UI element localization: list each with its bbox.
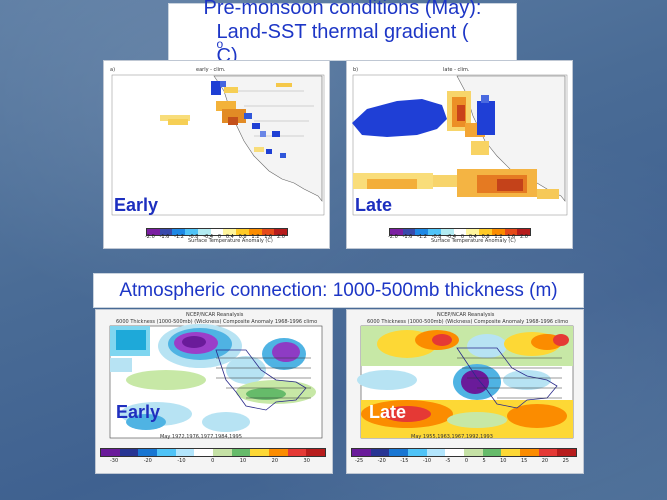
- late-label: Late: [355, 195, 393, 215]
- early-sst-map: [111, 74, 325, 216]
- header-line2: 6000 Thickness (1000-500mb) (Wickness) C…: [367, 319, 569, 325]
- late-sst-map: [352, 74, 568, 216]
- late-thickness-panel: NCEP/NCAR Reanalysis 6000 Thickness (100…: [346, 309, 584, 474]
- header-line1: NCEP/NCAR Reanalysis: [437, 312, 495, 318]
- early-thickness-label: Early: [116, 402, 161, 422]
- panel-header: late - clim.: [443, 67, 470, 73]
- early-thickness-map: [109, 324, 323, 439]
- late-thickness-colorbar: [351, 448, 577, 457]
- late-sst-colorbar: [389, 228, 531, 236]
- late-sst-ticks: -2.0 -1.6 -1.2 -0.8 -0.4 0 0.4 0.8 1.2 1…: [388, 234, 528, 240]
- early-thickness-colorbar: [100, 448, 326, 457]
- panel-tag: b): [353, 67, 359, 73]
- early-cbar-caption: Surface Temperature Anomaly (C): [188, 238, 273, 244]
- header-line2: 6000 Thickness (1000-500mb) (Wickness) C…: [116, 319, 318, 325]
- early-sst-map-panel: a) early - clim. Early Surface Temperatu…: [103, 60, 330, 249]
- early-thickness-panel: NCEP/NCAR Reanalysis 6000 Thickness (100…: [95, 309, 333, 474]
- late-thickness-caption: May 1955,1963,1967,1992,1993: [411, 434, 493, 440]
- early-sst-colorbar: [146, 228, 288, 236]
- header-line1: NCEP/NCAR Reanalysis: [186, 312, 244, 318]
- section-title: Atmospheric connection: 1000-500mb thick…: [93, 273, 584, 308]
- early-thickness-ticks: -30 -20 -10 0 10 20 30: [110, 458, 310, 464]
- early-label: Early: [114, 195, 159, 215]
- slide-title-line1: Pre-monsoon conditions (May):: [203, 0, 482, 19]
- late-thickness-map: [357, 325, 574, 439]
- slide-title-box: Pre-monsoon conditions (May): Land-SST t…: [168, 0, 517, 67]
- late-sst-map-panel: b) late - clim. Late Surface Temperature…: [346, 60, 573, 249]
- panel-tag: a): [110, 67, 116, 73]
- late-cbar-caption: Surface Temperature Anomaly (C): [431, 238, 516, 244]
- late-thickness-label: Late: [369, 402, 407, 422]
- late-thickness-ticks: -25 -20 -15 -10 -5 0 5 10 15 20 25: [355, 458, 569, 464]
- early-thickness-caption: May 1972,1976,1977,1984,1995: [160, 434, 242, 440]
- early-sst-ticks: -2.0 -1.6 -1.2 -0.8 -0.4 0 0.4 0.8 1.2 1…: [145, 234, 285, 240]
- panel-header: early - clim.: [196, 67, 226, 73]
